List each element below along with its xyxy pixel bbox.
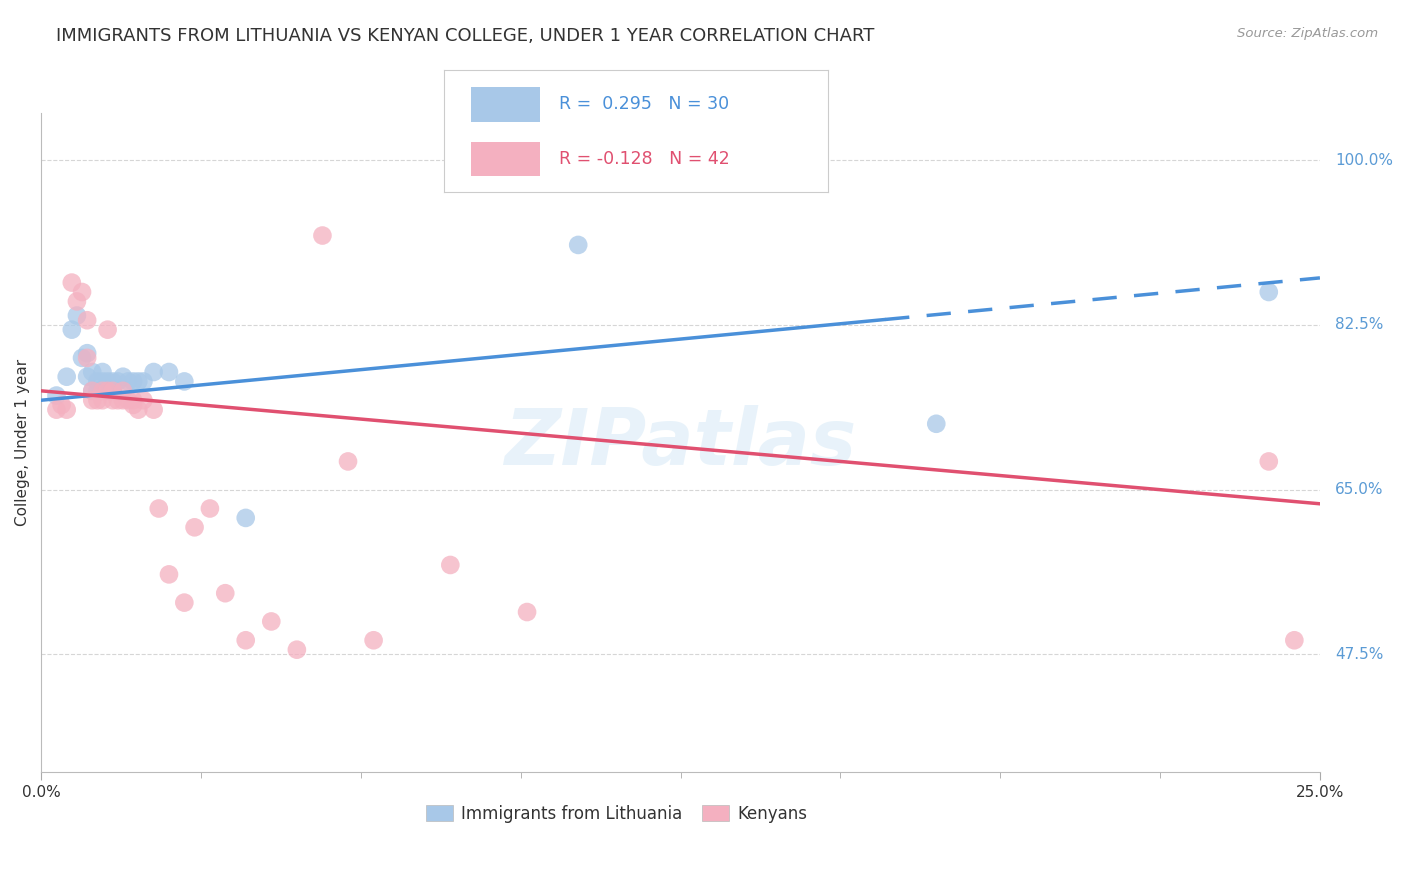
Point (82, 384, 104, 398)
Point (214, 586, 236, 600)
Point (183, 520, 205, 534)
Point (66, 294, 89, 309)
Point (76, 351, 98, 365)
Point (127, 402, 149, 417)
Point (516, 605, 538, 619)
Point (70, 351, 93, 365)
Point (1284, 633, 1306, 648)
Point (173, 375, 195, 389)
Text: Source: ZipAtlas.com: Source: ZipAtlas.com (1237, 27, 1378, 40)
Point (82, 384, 104, 398)
Point (157, 365, 180, 379)
Text: ZIPatlas: ZIPatlas (505, 405, 856, 481)
Point (82, 393, 104, 408)
Point (311, 228, 333, 243)
Point (111, 384, 134, 398)
Point (142, 402, 165, 417)
Text: IMMIGRANTS FROM LITHUANIA VS KENYAN COLLEGE, UNDER 1 YEAR CORRELATION CHART: IMMIGRANTS FROM LITHUANIA VS KENYAN COLL… (56, 27, 875, 45)
Point (45, 388, 67, 402)
Point (76, 369, 98, 384)
Point (117, 393, 139, 408)
Text: 82.5%: 82.5% (1336, 318, 1384, 333)
Point (107, 393, 129, 408)
Point (107, 375, 129, 389)
Point (122, 393, 145, 408)
Point (45, 402, 67, 417)
Point (337, 454, 360, 468)
Point (55, 369, 77, 384)
Text: 47.5%: 47.5% (1336, 647, 1384, 662)
Point (157, 567, 180, 582)
Point (148, 501, 170, 516)
Point (122, 375, 145, 389)
Y-axis label: College, Under 1 year: College, Under 1 year (15, 359, 30, 526)
Point (86, 384, 108, 398)
Point (76, 346, 98, 360)
Text: 100.0%: 100.0% (1336, 153, 1393, 168)
Point (132, 393, 155, 408)
Point (285, 642, 308, 657)
Point (567, 238, 589, 252)
Point (142, 365, 165, 379)
Point (117, 375, 139, 389)
Point (101, 375, 124, 389)
Legend: Immigrants from Lithuania, Kenyans: Immigrants from Lithuania, Kenyans (419, 798, 814, 830)
Point (1257, 454, 1279, 468)
Point (235, 511, 257, 525)
Point (198, 501, 221, 516)
Point (86, 393, 108, 408)
Point (91, 375, 114, 389)
Point (97, 384, 120, 398)
Point (127, 375, 149, 389)
Point (101, 384, 124, 398)
Point (55, 402, 77, 417)
Point (91, 365, 114, 379)
Point (70, 285, 93, 299)
Point (925, 417, 948, 431)
Point (439, 558, 461, 572)
Point (60, 323, 83, 337)
Text: 65.0%: 65.0% (1336, 483, 1384, 497)
Point (132, 375, 155, 389)
Point (60, 276, 83, 290)
Point (97, 323, 120, 337)
Point (101, 384, 124, 398)
Point (1257, 285, 1279, 299)
Point (260, 615, 283, 629)
Point (82, 365, 104, 379)
Point (66, 309, 89, 323)
Point (97, 384, 120, 398)
Point (91, 384, 114, 398)
Point (86, 375, 108, 389)
Point (97, 375, 120, 389)
Point (363, 633, 385, 648)
Point (111, 369, 134, 384)
Point (76, 313, 98, 327)
Point (111, 393, 134, 408)
Point (101, 393, 124, 408)
Point (51, 398, 73, 412)
Point (122, 398, 145, 412)
Point (235, 633, 257, 648)
Point (91, 393, 114, 408)
Point (173, 596, 195, 610)
